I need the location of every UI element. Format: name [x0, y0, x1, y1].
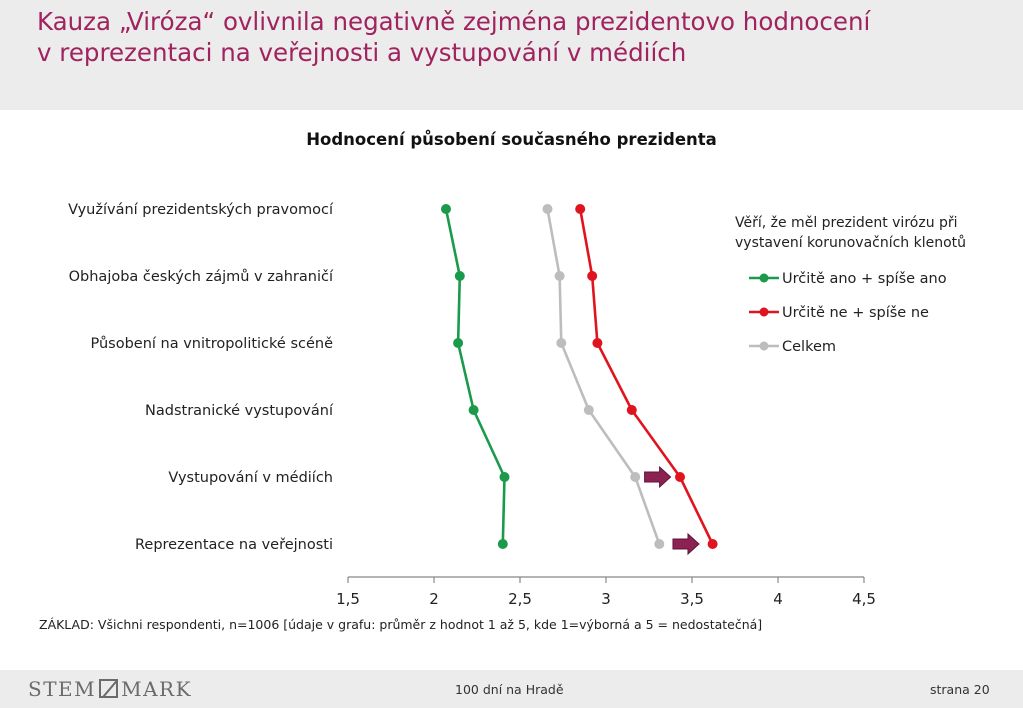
- highlight-arrow-icon: [644, 465, 672, 489]
- data-point: [654, 539, 665, 549]
- x-tick-label: 4: [773, 590, 783, 608]
- category-label: Vystupování v médiích: [168, 470, 333, 486]
- x-tick-label: 1,5: [336, 590, 360, 608]
- data-point: [468, 405, 479, 415]
- footer-title: 100 dní na Hradě: [455, 682, 564, 697]
- slide-title: Kauza „Viróza“ ovlivnila negativně zejmé…: [37, 6, 997, 68]
- stemmark-logo: STEM MARK: [28, 677, 192, 701]
- legend-label: Určitě ano + spíše ano: [782, 271, 947, 287]
- data-point: [630, 472, 641, 482]
- legend-marker: [759, 273, 769, 283]
- slide-title-line-2: v reprezentaci na veřejnosti a vystupová…: [37, 38, 687, 67]
- x-tick-label: 3,5: [680, 590, 704, 608]
- legend-title-line: vystavení korunovačních klenotů: [735, 235, 966, 251]
- x-tick-label: 4,5: [852, 590, 876, 608]
- data-point: [575, 204, 586, 214]
- data-point: [441, 204, 451, 214]
- category-label: Obhajoba českých zájmů v zahraničí: [69, 269, 334, 285]
- legend-label: Celkem: [782, 339, 836, 355]
- x-tick-label: 2,5: [508, 590, 532, 608]
- data-point: [592, 338, 603, 348]
- data-point: [587, 271, 598, 281]
- data-point: [675, 472, 685, 482]
- footer-band: [0, 670, 1023, 708]
- data-point: [497, 539, 508, 549]
- legend-marker: [759, 341, 769, 351]
- series-line: [546, 208, 661, 545]
- data-point: [707, 539, 718, 549]
- category-label: Působení na vnitropolitické scéně: [90, 336, 333, 352]
- series-line: [444, 208, 506, 545]
- highlight-arrow-icon: [672, 532, 700, 556]
- page-number: strana 20: [930, 682, 990, 697]
- data-point: [626, 405, 637, 415]
- data-point: [554, 271, 565, 281]
- chart-title: Hodnocení působení současného prezidenta: [306, 130, 717, 149]
- data-point: [542, 204, 553, 214]
- legend-label: Určitě ne + spíše ne: [782, 305, 929, 321]
- header-band: [0, 0, 1023, 110]
- base-note: ZÁKLAD: Všichni respondenti, n=1006 [úda…: [39, 617, 763, 632]
- data-point: [583, 405, 594, 415]
- data-point: [454, 271, 465, 281]
- logo-text-left: STEM: [28, 677, 97, 701]
- slide-title-line-1: Kauza „Viróza“ ovlivnila negativně zejmé…: [37, 7, 871, 36]
- data-point: [499, 472, 510, 482]
- category-label: Nadstranické vystupování: [145, 403, 334, 419]
- category-label: Reprezentace na veřejnosti: [135, 537, 333, 553]
- data-point: [556, 338, 567, 348]
- x-tick-label: 3: [601, 590, 611, 608]
- category-label: Využívání prezidentských pravomocí: [68, 202, 334, 218]
- series-line: [578, 208, 714, 545]
- data-point: [453, 338, 464, 348]
- legend-marker: [759, 307, 769, 317]
- legend-title-line: Věří, že měl prezident virózu při: [735, 215, 958, 231]
- x-tick-label: 2: [429, 590, 439, 608]
- logo-text-right: MARK: [121, 677, 193, 701]
- logo-square-icon: [99, 679, 119, 698]
